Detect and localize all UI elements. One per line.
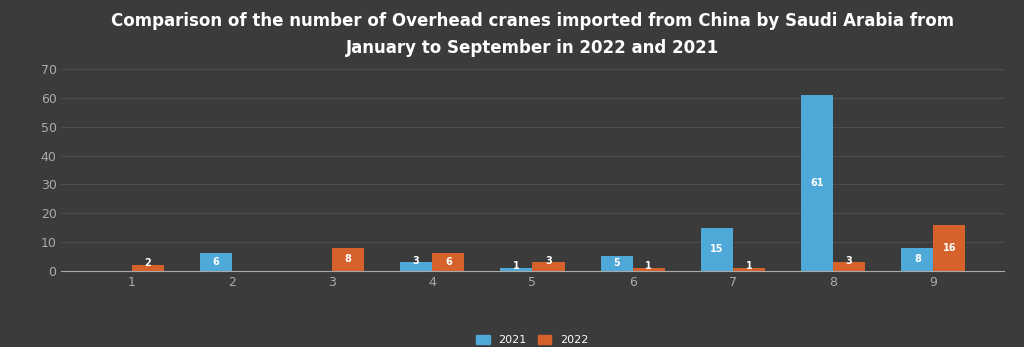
Bar <box>132 265 164 271</box>
Bar <box>501 268 532 271</box>
Text: 1: 1 <box>513 261 520 271</box>
Bar <box>633 268 665 271</box>
Text: 3: 3 <box>846 256 853 265</box>
Bar <box>834 262 865 271</box>
Bar <box>432 253 464 271</box>
Bar <box>901 248 933 271</box>
Text: 1: 1 <box>745 261 753 271</box>
Text: 5: 5 <box>613 259 621 269</box>
Text: 1: 1 <box>645 261 652 271</box>
Text: 3: 3 <box>545 256 552 265</box>
Bar <box>400 262 432 271</box>
Bar <box>332 248 365 271</box>
Text: 8: 8 <box>913 254 921 264</box>
Text: 6: 6 <box>444 257 452 267</box>
Text: 15: 15 <box>710 244 724 254</box>
Text: 16: 16 <box>943 243 956 253</box>
Bar <box>933 225 966 271</box>
Text: 8: 8 <box>345 254 351 264</box>
Text: 3: 3 <box>413 256 420 265</box>
Bar <box>200 253 231 271</box>
Title: Comparison of the number of Overhead cranes imported from China by Saudi Arabia : Comparison of the number of Overhead cra… <box>111 12 954 57</box>
Bar <box>733 268 765 271</box>
Text: 61: 61 <box>810 178 824 188</box>
Bar <box>801 95 834 271</box>
Text: 6: 6 <box>212 257 219 267</box>
Text: 2: 2 <box>144 259 151 269</box>
Bar <box>601 256 633 271</box>
Bar <box>532 262 564 271</box>
Bar <box>700 228 733 271</box>
Legend: 2021, 2022: 2021, 2022 <box>472 331 593 347</box>
